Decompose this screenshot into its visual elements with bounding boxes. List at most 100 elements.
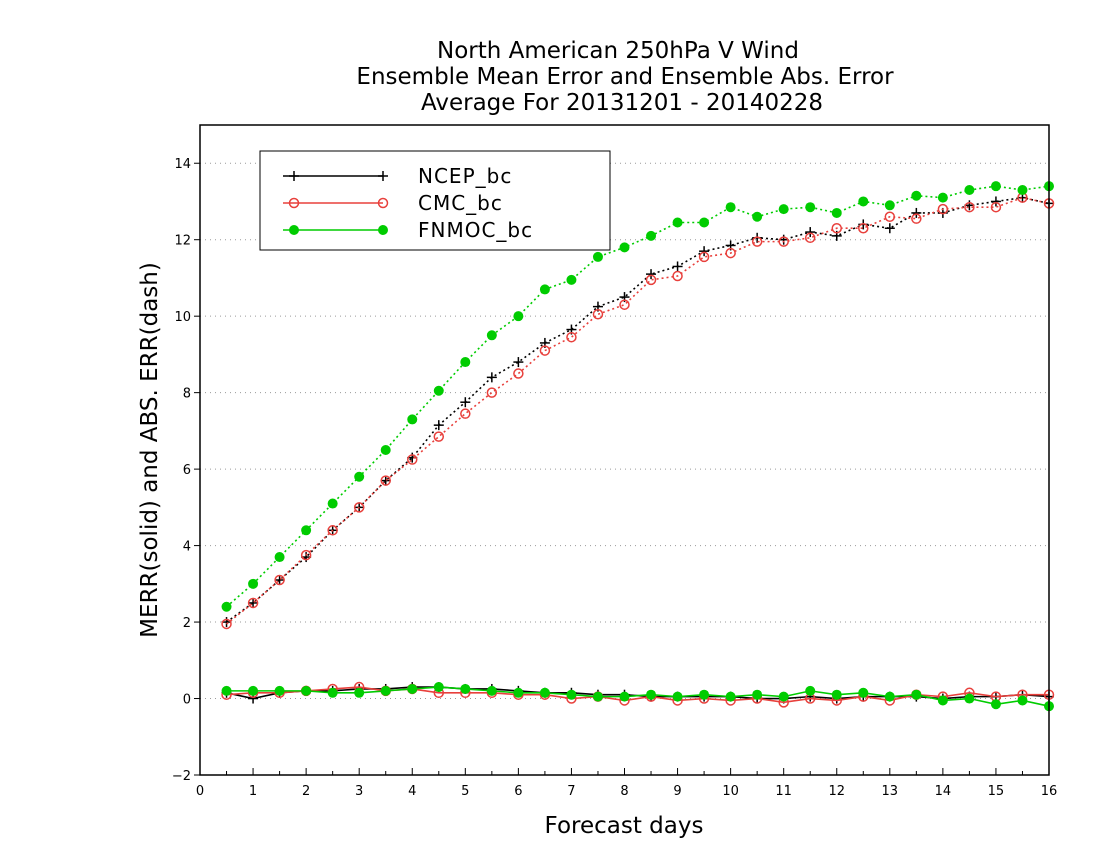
mean-err-point-FNMOC_bc <box>831 689 842 700</box>
abs-err-point-CMC_bc <box>804 232 816 244</box>
abs-err-point-NCEP_bc <box>911 207 922 218</box>
abs-err-point-FNMOC_bc <box>221 601 232 612</box>
x-tick-label: 9 <box>673 784 681 799</box>
y-tick-label: 12 <box>174 234 191 249</box>
abs-err-point-FNMOC_bc <box>937 192 948 203</box>
mean-err-point-FNMOC_bc <box>460 683 471 694</box>
y-tick-label: 8 <box>183 387 191 402</box>
y-axis-label: MERR(solid) and ABS. ERR(dash) <box>137 262 163 638</box>
legend-box <box>259 150 611 251</box>
abs-err-point-CMC_bc <box>751 236 763 247</box>
abs-err-point-CMC_bc <box>221 618 232 630</box>
abs-err-point-FNMOC_bc <box>433 385 444 396</box>
y-tick-label: 4 <box>183 540 191 555</box>
x-tick-label: 7 <box>567 784 575 799</box>
x-tick-label: 12 <box>828 784 845 799</box>
mean-err-point-FNMOC_bc <box>274 685 285 696</box>
abs-err-point-CMC_bc <box>513 368 524 379</box>
abs-err-point-FNMOC_bc <box>380 445 391 455</box>
abs-err-point-FNMOC_bc <box>486 330 497 341</box>
y-tick-label: 2 <box>183 616 191 631</box>
mean-err-point-FNMOC_bc <box>646 689 657 700</box>
abs-err-point-CMC_bc <box>592 309 604 320</box>
x-tick-label: 5 <box>461 784 469 799</box>
series-FNMOC_bc <box>221 181 1054 712</box>
x-tick-label: 16 <box>1041 784 1058 799</box>
abs-err-point-CMC_bc <box>778 236 789 247</box>
x-tick-label: 10 <box>722 784 739 799</box>
x-tick-label: 1 <box>249 784 257 799</box>
abs-err-point-FNMOC_bc <box>831 207 842 218</box>
abs-err-point-FNMOC_bc <box>592 251 603 262</box>
mean-err-point-FNMOC_bc <box>858 687 869 698</box>
legend-marker-left <box>289 225 299 235</box>
legend: NCEP_bc CMC_bc FNMOC_bc <box>259 150 611 251</box>
abs-err-point-CMC_bc <box>460 408 471 419</box>
abs-err-point-NCEP_bc <box>486 372 497 383</box>
abs-err-point-FNMOC_bc <box>1017 185 1028 195</box>
mean-err-point-FNMOC_bc <box>990 699 1001 710</box>
legend-item-NCEP_bc: NCEP_bc <box>283 164 511 188</box>
mean-err-point-FNMOC_bc <box>964 693 975 704</box>
abs-err-point-FNMOC_bc <box>646 230 657 241</box>
mean-err-point-FNMOC_bc <box>1017 695 1028 706</box>
x-tick-label: 8 <box>620 784 628 799</box>
abs-err-point-CMC_bc <box>858 222 869 234</box>
abs-err-point-CMC_bc <box>353 502 365 513</box>
mean-err-point-FNMOC_bc <box>619 691 630 702</box>
abs-err-point-CMC_bc <box>380 475 391 486</box>
legend-item-FNMOC_bc: FNMOC_bc <box>283 218 533 242</box>
abs-err-point-NCEP_bc <box>699 246 710 257</box>
abs-err-point-CMC_bc <box>539 345 551 356</box>
x-tick-label: 0 <box>196 784 204 799</box>
abs-err-point-CMC_bc <box>937 203 949 215</box>
mean-err-point-FNMOC_bc <box>407 683 418 694</box>
legend-marker-right <box>378 171 388 181</box>
mean-err-point-FNMOC_bc <box>539 687 550 698</box>
abs-err-point-FNMOC_bc <box>725 202 736 213</box>
legend-marker-right <box>378 225 388 235</box>
abs-err-point-FNMOC_bc <box>327 498 338 509</box>
abs-err-line-NCEP_bc <box>226 196 1050 623</box>
mean-err-point-FNMOC_bc <box>778 691 789 702</box>
x-tick-label: 14 <box>935 784 952 799</box>
abs-err-point-CMC_bc <box>274 574 285 586</box>
mean-err-point-FNMOC_bc <box>486 685 497 696</box>
mean-err-point-FNMOC_bc <box>725 691 736 702</box>
mean-err-point-FNMOC_bc <box>884 691 895 702</box>
abs-err-point-CMC_bc <box>831 222 842 234</box>
abs-err-point-FNMOC_bc <box>619 242 630 253</box>
y-tick-label: 14 <box>174 157 191 172</box>
x-tick-label: 3 <box>355 784 363 799</box>
chart-title-line-1: North American 250hPa V Wind <box>437 38 799 64</box>
abs-err-line-CMC_bc <box>226 196 1050 625</box>
abs-err-point-CMC_bc <box>407 454 418 465</box>
abs-err-point-CMC_bc <box>327 525 338 536</box>
mean-err-point-FNMOC_bc <box>752 689 763 700</box>
x-axis-label: Forecast days <box>545 813 704 839</box>
x-tick-label: 11 <box>775 784 792 799</box>
legend-label: CMC_bc <box>418 191 503 215</box>
abs-err-point-FNMOC_bc <box>301 525 312 536</box>
abs-err-point-NCEP_bc <box>433 420 444 431</box>
abs-err-point-FNMOC_bc <box>964 185 975 195</box>
x-tick-label: 13 <box>882 784 899 799</box>
abs-err-point-FNMOC_bc <box>858 196 869 207</box>
x-tick-label: 6 <box>514 784 522 799</box>
mean-err-point-FNMOC_bc <box>327 687 338 698</box>
mean-err-point-FNMOC_bc <box>380 685 391 696</box>
mean-err-point-FNMOC_bc <box>911 689 922 700</box>
abs-err-point-CMC_bc <box>672 270 683 282</box>
legend-item-CMC_bc: CMC_bc <box>283 191 503 215</box>
legend-label: FNMOC_bc <box>418 218 533 242</box>
abs-err-point-FNMOC_bc <box>513 311 524 322</box>
y-tick-label: 0 <box>183 693 191 708</box>
x-tick-label: 4 <box>408 784 416 799</box>
abs-err-point-NCEP_bc <box>990 196 1001 207</box>
abs-err-point-FNMOC_bc <box>539 284 550 295</box>
mean-err-point-FNMOC_bc <box>672 691 683 702</box>
abs-err-point-CMC_bc <box>964 201 975 213</box>
abs-err-point-FNMOC_bc <box>699 217 710 228</box>
abs-err-point-CMC_bc <box>300 549 312 561</box>
